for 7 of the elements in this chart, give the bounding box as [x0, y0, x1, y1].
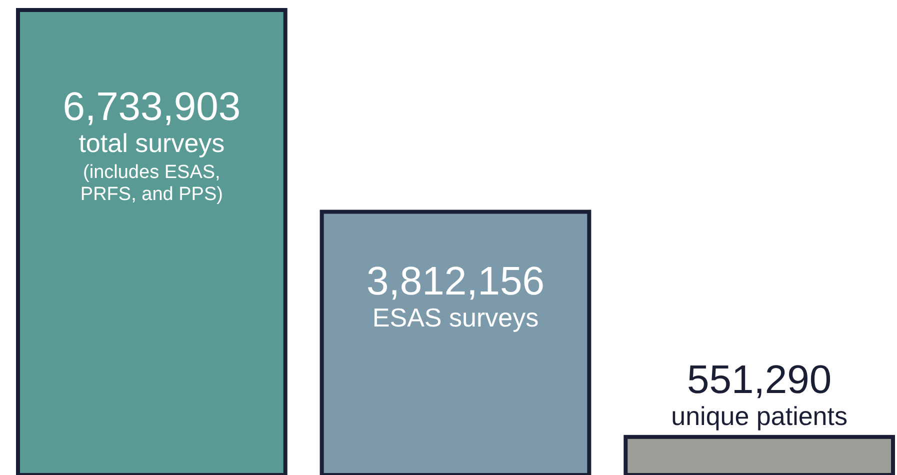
x-tick-label: ESAS surveys	[372, 302, 539, 332]
annotation: (includes ESAS, PRFS, and PPS)	[80, 162, 223, 205]
data-label: 551,290	[687, 358, 832, 402]
x-tick-label: total surveys	[78, 128, 225, 158]
x-tick-label: unique patients	[671, 400, 848, 431]
data-label: 6,733,903	[62, 85, 241, 129]
data-label: 3,812,156	[366, 259, 544, 304]
